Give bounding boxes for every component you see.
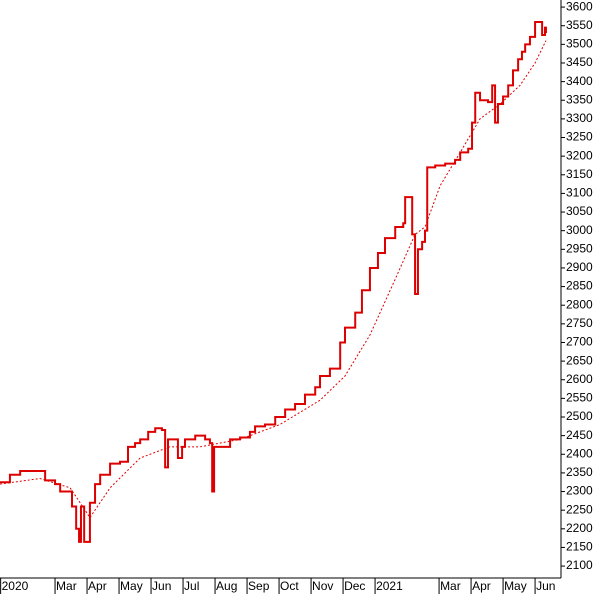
y-tick-label: 3100 xyxy=(566,186,593,200)
y-tick-label: 3550 xyxy=(566,18,593,32)
x-tick-label: May xyxy=(120,579,143,593)
y-tick-label: 2800 xyxy=(566,297,593,311)
y-tick-label: 3600 xyxy=(566,0,593,13)
x-tick-label: 2020 xyxy=(2,579,29,593)
x-tick-label: Jul xyxy=(184,579,199,593)
y-tick-label: 3500 xyxy=(566,37,593,51)
x-tick-label: Aug xyxy=(216,579,237,593)
y-tick-label: 3000 xyxy=(566,223,593,237)
y-tick-label: 2500 xyxy=(566,409,593,423)
y-tick-label: 3400 xyxy=(566,74,593,88)
y-tick-label: 2450 xyxy=(566,428,593,442)
data-line xyxy=(0,40,547,519)
y-tick-label: 3350 xyxy=(566,92,593,106)
y-tick-label: 2250 xyxy=(566,502,593,516)
y-tick-label: 2300 xyxy=(566,484,593,498)
x-tick-label: Jun xyxy=(152,579,171,593)
y-tick-label: 2200 xyxy=(566,521,593,535)
x-tick-label: Apr xyxy=(88,579,107,593)
y-tick-label: 2350 xyxy=(566,465,593,479)
x-tick-label: Apr xyxy=(472,579,491,593)
y-tick-label: 3300 xyxy=(566,111,593,125)
x-tick-label: Sep xyxy=(248,579,270,593)
x-tick-label: Jun xyxy=(536,579,555,593)
data-line xyxy=(0,20,547,543)
x-tick-label: Mar xyxy=(56,579,77,593)
y-tick-label: 3250 xyxy=(566,130,593,144)
x-tick-label: Oct xyxy=(280,579,299,593)
y-tick-label: 2900 xyxy=(566,260,593,274)
y-tick-label: 2950 xyxy=(566,241,593,255)
y-tick-label: 3150 xyxy=(566,167,593,181)
y-tick-label: 2550 xyxy=(566,391,593,405)
y-tick-label: 2700 xyxy=(566,335,593,349)
x-tick-label: Mar xyxy=(440,579,461,593)
y-tick-label: 2850 xyxy=(566,279,593,293)
x-tick-label: May xyxy=(504,579,527,593)
x-tick-label: Nov xyxy=(312,579,333,593)
y-tick-label: 3450 xyxy=(566,55,593,69)
x-tick-label: 2021 xyxy=(376,579,403,593)
x-tick-label: Dec xyxy=(344,579,365,593)
y-tick-label: 2400 xyxy=(566,446,593,460)
y-tick-label: 2150 xyxy=(566,540,593,554)
y-tick-label: 2600 xyxy=(566,372,593,386)
y-tick-label: 3050 xyxy=(566,204,593,218)
y-tick-label: 2650 xyxy=(566,353,593,367)
y-tick-label: 2100 xyxy=(566,558,593,572)
y-tick-label: 3200 xyxy=(566,148,593,162)
y-tick-label: 2750 xyxy=(566,316,593,330)
